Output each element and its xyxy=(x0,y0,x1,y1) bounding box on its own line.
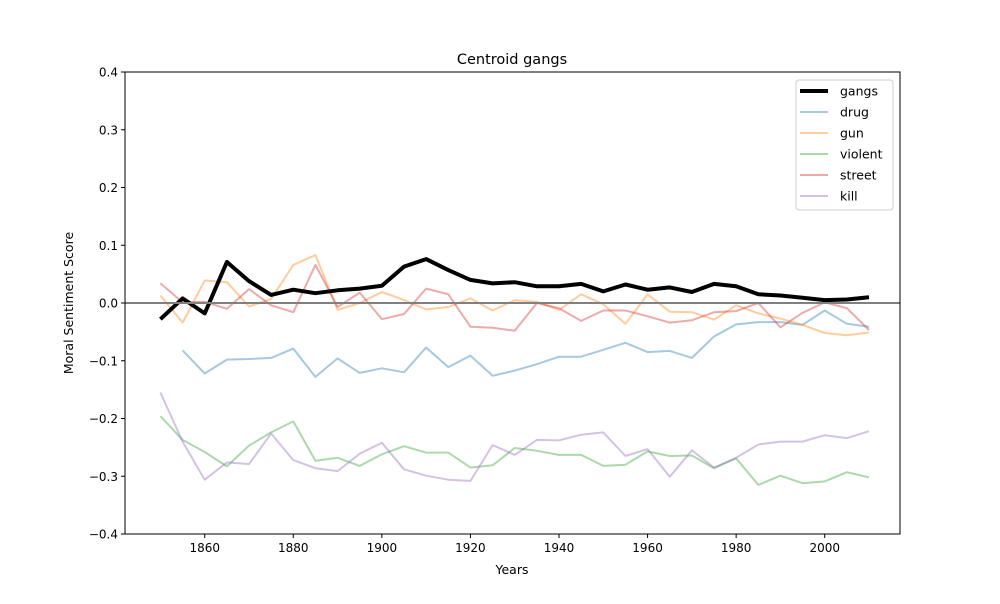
y-tick-label: −0.4 xyxy=(89,528,118,542)
series-line-gun xyxy=(159,254,870,337)
x-axis: 1860 1880 1900 1920 1940 1960 1980 2000 xyxy=(189,534,840,555)
x-tick-label: 1900 xyxy=(367,541,398,555)
series-line-drug xyxy=(181,309,870,378)
x-tick-label: 1960 xyxy=(632,541,663,555)
legend-label-street: street xyxy=(840,168,877,183)
legend-label-kill: kill xyxy=(840,189,858,204)
series-line-street xyxy=(159,263,870,332)
series-line-violent xyxy=(159,415,870,486)
legend-box xyxy=(795,79,894,211)
x-axis-label: Years xyxy=(495,562,529,577)
legend-label-drug: drug xyxy=(840,105,869,120)
y-tick-label: −0.3 xyxy=(89,470,118,484)
legend-label-violent: violent xyxy=(840,147,883,162)
legend-label-gun: gun xyxy=(840,126,864,141)
y-tick-label: −0.1 xyxy=(89,354,118,368)
plot-area xyxy=(125,254,900,486)
y-tick-label: −0.2 xyxy=(89,412,118,426)
x-tick-label: 1880 xyxy=(278,541,309,555)
chart-title: Centroid gangs xyxy=(457,52,567,68)
y-tick-label: 0.3 xyxy=(99,123,118,137)
legend-label-gangs: gangs xyxy=(840,84,878,99)
legend: gangs drug gun violent street kill xyxy=(795,79,894,211)
x-tick-label: 1980 xyxy=(721,541,752,555)
x-tick-label: 1920 xyxy=(455,541,486,555)
x-tick-label: 2000 xyxy=(809,541,840,555)
y-tick-label: 0.2 xyxy=(99,181,118,195)
y-tick-label: 0.0 xyxy=(99,297,118,311)
y-tick-label: 0.4 xyxy=(99,66,118,80)
x-tick-label: 1940 xyxy=(544,541,575,555)
y-tick-label: 0.1 xyxy=(99,239,118,253)
x-tick-label: 1860 xyxy=(189,541,220,555)
series-line-kill xyxy=(159,392,870,482)
y-axis-label: Moral Sentiment Score xyxy=(61,232,76,375)
series-line-gangs xyxy=(159,257,870,321)
y-axis: −0.4 −0.3 −0.2 −0.1 0.0 0.1 0.2 0.3 0.4 xyxy=(89,66,125,542)
